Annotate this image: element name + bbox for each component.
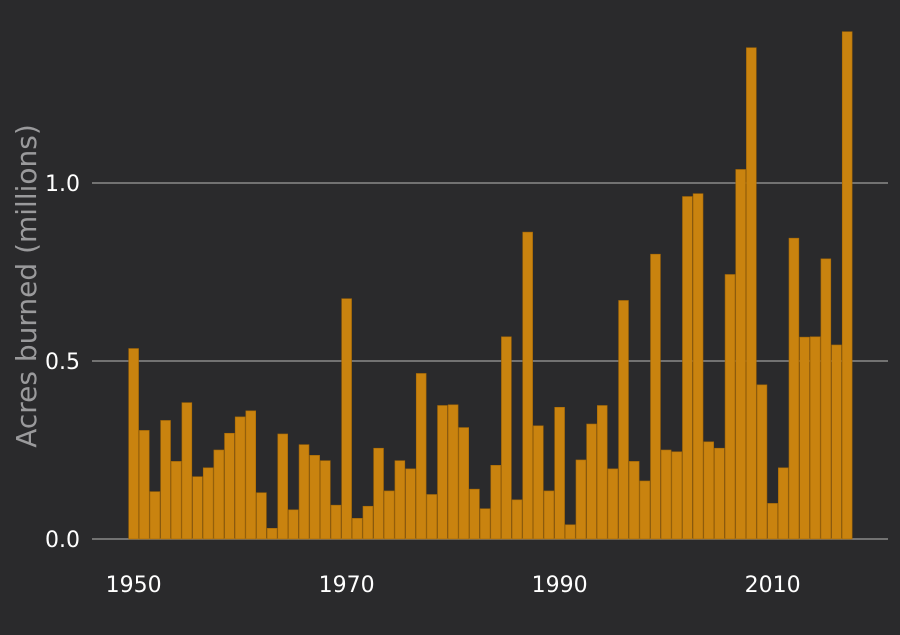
bar-2004 xyxy=(703,441,714,540)
y-tick-label: 0.0 xyxy=(45,528,80,553)
bar-1965 xyxy=(288,509,299,540)
bar-2010 xyxy=(767,503,778,540)
bar-1952 xyxy=(149,491,161,540)
bar-1984 xyxy=(490,465,501,540)
bar-1960 xyxy=(234,416,246,540)
bar-1950 xyxy=(128,348,139,540)
bar-1999 xyxy=(650,253,661,540)
bar-2003 xyxy=(692,193,704,540)
bar-1987 xyxy=(522,231,533,540)
bar-2008 xyxy=(746,47,757,540)
bar-1993 xyxy=(586,423,597,540)
bar-1957 xyxy=(202,467,214,540)
bar-1979 xyxy=(437,405,448,540)
bar-1988 xyxy=(533,425,544,540)
bar-1973 xyxy=(373,447,384,540)
bar-1997 xyxy=(628,461,640,540)
x-tick-label: 1950 xyxy=(106,573,162,598)
bar-2001 xyxy=(671,451,682,540)
bar-1980 xyxy=(447,404,459,540)
bars xyxy=(128,31,853,540)
bar-1974 xyxy=(383,490,395,540)
bar-1994 xyxy=(596,405,608,540)
bar-1981 xyxy=(458,427,470,540)
bar-1971 xyxy=(352,518,363,540)
bar-1969 xyxy=(330,504,342,540)
bar-2013 xyxy=(799,336,810,540)
bar-1964 xyxy=(277,433,288,540)
bar-1955 xyxy=(181,402,193,540)
bar-2014 xyxy=(809,336,821,540)
bar-1996 xyxy=(618,300,629,540)
bar-1982 xyxy=(469,488,480,540)
x-tick-label: 2010 xyxy=(745,573,801,598)
bar-2011 xyxy=(778,467,789,540)
bar-1962 xyxy=(256,492,267,540)
bar-1967 xyxy=(309,455,320,540)
bar-2005 xyxy=(714,447,725,540)
bar-2007 xyxy=(735,169,746,540)
bar-1959 xyxy=(224,432,235,540)
y-tick-label: 1.0 xyxy=(45,172,80,197)
bar-2016 xyxy=(831,344,842,540)
bar-1991 xyxy=(565,524,576,540)
bar-1986 xyxy=(511,499,523,540)
bar-1968 xyxy=(320,460,331,540)
bar-1985 xyxy=(501,336,512,540)
bar-1970 xyxy=(341,298,352,540)
bar-2012 xyxy=(788,237,800,540)
bar-1956 xyxy=(192,476,203,540)
bar-2006 xyxy=(724,274,736,540)
y-tick-label: 0.5 xyxy=(45,350,80,375)
bar-2017 xyxy=(841,31,853,540)
bar-1978 xyxy=(426,494,438,540)
bar-2000 xyxy=(660,449,672,540)
bar-1995 xyxy=(607,468,619,540)
bar-1977 xyxy=(415,373,427,540)
bar-2009 xyxy=(756,384,768,540)
bar-1976 xyxy=(405,468,416,540)
bar-1998 xyxy=(639,480,651,540)
bar-1983 xyxy=(479,508,491,540)
bar-1990 xyxy=(554,406,565,540)
x-tick-label: 1970 xyxy=(319,573,375,598)
bar-1953 xyxy=(160,420,171,540)
bar-1975 xyxy=(394,460,406,540)
bar-1989 xyxy=(543,490,555,540)
bar-1954 xyxy=(171,461,182,540)
bar-2002 xyxy=(682,196,693,540)
bar-1992 xyxy=(575,459,587,540)
bar-1972 xyxy=(362,505,374,540)
x-tick-labels: 1950 1970 1990 2010 xyxy=(106,573,801,598)
y-axis-label: Acres burned (millions) xyxy=(10,124,43,448)
bar-1958 xyxy=(213,449,225,540)
bar-2015 xyxy=(820,258,832,540)
y-tick-labels: 0.0 0.5 1.0 xyxy=(45,172,80,553)
bar-1961 xyxy=(245,410,257,540)
bar-1963 xyxy=(266,528,278,540)
bar-1951 xyxy=(139,430,150,540)
bar-1966 xyxy=(298,444,310,540)
x-tick-label: 1990 xyxy=(532,573,588,598)
